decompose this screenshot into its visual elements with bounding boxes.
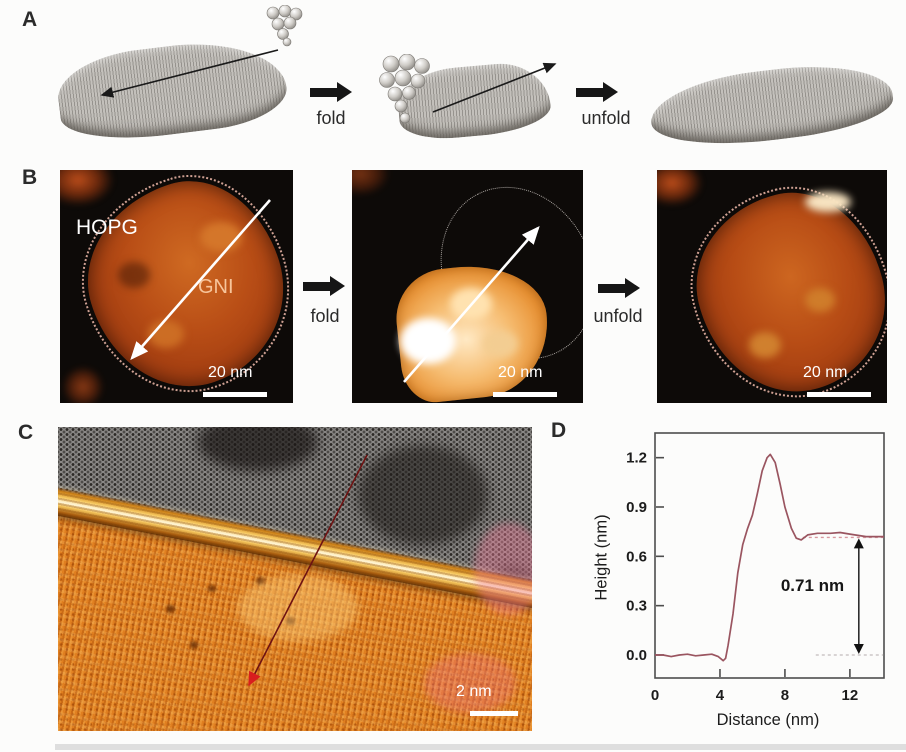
island-highlight (805, 288, 835, 312)
island-shadow (118, 262, 150, 288)
profile-line-arrow-icon (248, 454, 368, 687)
svg-text:0.0: 0.0 (626, 647, 647, 664)
stm-image-initial: HOPG GNI 20 nm (60, 170, 293, 403)
gni-label: GNI (198, 276, 234, 298)
chart-y-axis-label: Height (nm) (592, 514, 611, 601)
stm-image-unfolded: 20 nm (657, 170, 887, 403)
island-highlight (200, 222, 242, 252)
sheet-defect (256, 577, 265, 585)
flap-highlight (482, 330, 518, 358)
unfold-direction-arrow-icon (403, 226, 540, 383)
fold-label: fold (310, 306, 340, 326)
sheet-highlight (238, 575, 358, 641)
profile-chart-panel: D 0.0 0.3 0.6 0.9 1.2 0 4 8 12 Height (nm) Dista… (545, 415, 906, 752)
sheet-defect (190, 641, 198, 649)
tip-cluster-icon (266, 5, 303, 47)
unfold-arrow-icon (576, 82, 618, 102)
panel-d-label: D (551, 419, 567, 442)
unfold-axis-arrow-icon (432, 62, 557, 113)
sheet-defect (286, 617, 295, 625)
unfold-label: unfold (581, 108, 631, 128)
svg-text:0.6: 0.6 (626, 548, 647, 565)
stm-image-fold-edge: 2 nm (58, 427, 532, 731)
fold-direction-arrow-icon (130, 199, 271, 360)
schematic-flake-unfolded-after (646, 55, 897, 155)
stm-image-folded: 20 nm (352, 170, 583, 403)
profile-chart: 0.0 0.3 0.6 0.9 1.2 0 4 8 12 (626, 432, 885, 704)
svg-text:0.3: 0.3 (626, 598, 647, 615)
svg-text:0.9: 0.9 (626, 499, 647, 516)
pink-tint (424, 653, 516, 713)
hopg-label: HOPG (76, 216, 138, 239)
island-highlight (749, 332, 781, 358)
scale-bar (807, 392, 871, 397)
island-fragment (657, 170, 703, 206)
unfold-arrow-icon (598, 278, 640, 298)
island-fragment (62, 366, 104, 403)
svg-text:12: 12 (842, 687, 859, 704)
height-annotation: 0.71 nm (780, 576, 845, 595)
unfold-label: unfold (593, 306, 643, 326)
panel-c-label: C (18, 421, 34, 444)
scale-bar-label: 20 nm (803, 364, 848, 381)
lattice-defect (358, 445, 488, 545)
svg-text:1.2: 1.2 (626, 450, 647, 467)
sheet-defect (166, 605, 175, 613)
scale-bar-label: 20 nm (208, 364, 253, 381)
fold-arrow-icon (310, 82, 352, 102)
scale-bar-label: 2 nm (456, 683, 492, 700)
tip-cluster-icon (379, 54, 430, 124)
fold-axis-arrow-icon (100, 49, 279, 98)
scale-bar (470, 711, 518, 716)
svg-text:0: 0 (651, 687, 659, 704)
pink-tint (474, 523, 532, 615)
chart-x-axis-label: Distance (nm) (716, 711, 820, 729)
svg-text:8: 8 (781, 687, 789, 704)
panel-a-label: A (22, 8, 38, 31)
scale-bar (203, 392, 267, 397)
svg-text:4: 4 (716, 687, 725, 704)
scale-bar (493, 392, 557, 397)
sheet-defect (208, 585, 216, 592)
island-highlight (805, 192, 851, 212)
scale-bar-label: 20 nm (498, 364, 543, 381)
fold-arrow-icon (303, 276, 345, 296)
fold-label: fold (316, 108, 346, 128)
page-divider (55, 744, 906, 750)
panel-b-label: B (22, 166, 38, 189)
